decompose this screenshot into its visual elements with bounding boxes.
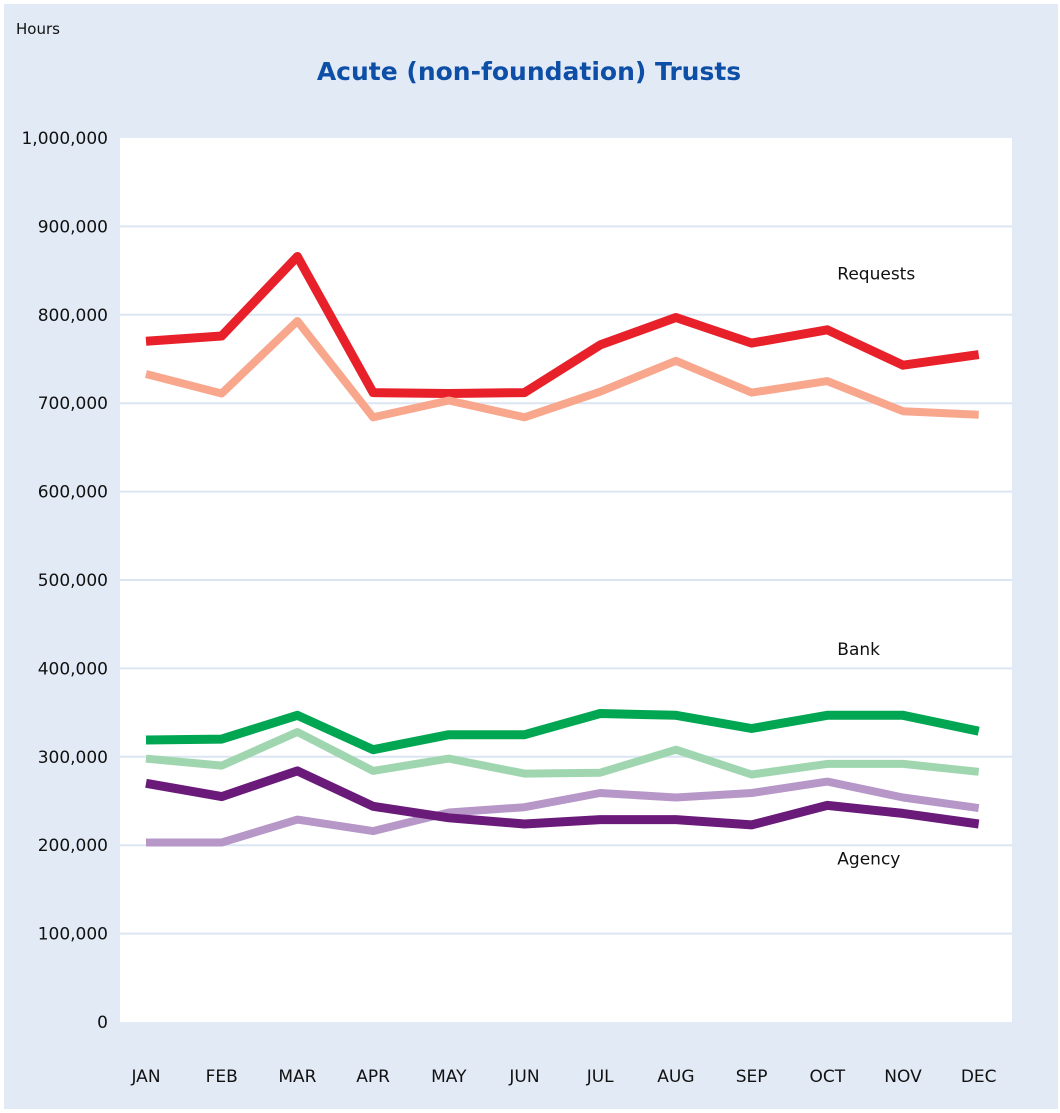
bank-light-line — [145, 728, 980, 779]
y-tick-label: 300,000 — [38, 748, 108, 768]
x-axis: JAN FEB MAR APR MAY JUN JUL AUG SEP OCT NOV DEC — [130, 1067, 996, 1087]
requests-label: Requests — [837, 264, 915, 284]
y-tick-label: 900,000 — [38, 217, 108, 237]
y-tick-label: 100,000 — [38, 925, 108, 945]
agency-light-line — [146, 777, 980, 847]
y-tick-label: 200,000 — [38, 836, 108, 856]
y-tick-label: 1,000,000 — [21, 129, 108, 149]
bank-dark-line — [145, 709, 980, 755]
x-tick-label: JUL — [586, 1067, 614, 1087]
x-tick-label: MAY — [431, 1067, 467, 1087]
x-tick-label: MAR — [278, 1067, 316, 1087]
y-tick-label: 500,000 — [38, 571, 108, 591]
x-tick-label: AUG — [657, 1067, 694, 1087]
agency-label: Agency — [837, 850, 900, 870]
x-tick-label: SEP — [736, 1067, 768, 1087]
unit-label: Hours — [16, 20, 60, 38]
y-tick-label: 600,000 — [38, 483, 108, 503]
requests-dark-line — [145, 252, 980, 398]
y-tick-label: 400,000 — [38, 659, 108, 679]
y-axis: 0 100,000 200,000 300,000 400,000 500,000 600,… — [21, 129, 108, 1033]
x-tick-label: OCT — [809, 1067, 845, 1087]
x-tick-label: JUN — [508, 1067, 539, 1087]
x-tick-label: APR — [356, 1067, 390, 1087]
grid-lines — [120, 225, 1012, 935]
x-tick-label: JAN — [130, 1067, 160, 1087]
series-annotations: Requests Bank Agency — [837, 264, 915, 869]
bank-label: Bank — [837, 640, 880, 660]
y-tick-label: 800,000 — [38, 306, 108, 326]
line-chart: Hours Acute (non-foundation) Trusts 0 100… — [16, 20, 1012, 1087]
y-tick-label: 700,000 — [38, 394, 108, 414]
chart-frame: Hours Acute (non-foundation) Trusts 0 100… — [4, 4, 1058, 1109]
y-tick-label: 0 — [97, 1013, 108, 1033]
agency-dark-line — [145, 766, 980, 830]
x-tick-label: NOV — [884, 1067, 922, 1087]
series-lines — [145, 252, 980, 847]
chart-title: Acute (non-foundation) Trusts — [317, 57, 741, 86]
x-tick-label: FEB — [206, 1067, 238, 1087]
requests-light-line — [145, 317, 979, 422]
x-tick-label: DEC — [961, 1067, 997, 1087]
